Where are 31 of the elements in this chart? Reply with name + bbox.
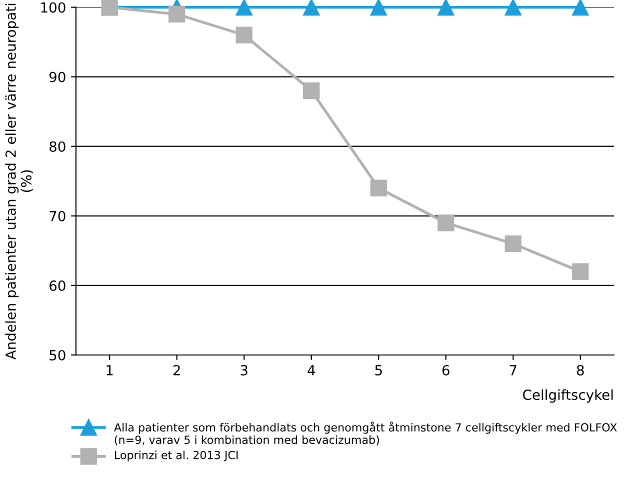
legend-label: Loprinzi et al. 2013 JCI [115,450,238,462]
x-tick-label: 7 [510,365,516,376]
y-axis-title: Andelen patienter utan grad 2 eller värre neuropati (%) [5,4,34,360]
y-tick-label: 70 [50,210,66,222]
point [236,26,252,44]
point [168,6,186,23]
y-tick-label: 60 [50,280,66,291]
x-tick-label: 3 [240,364,248,376]
x-tick-label: 6 [442,364,450,376]
y-tick-label: 100 [41,2,66,13]
x-tick-label: 4 [308,365,315,376]
y-tick-label: 90 [49,72,66,82]
x-axis-title: Cellgiftscykel [523,389,613,403]
point [438,214,454,232]
point [504,235,522,252]
point [303,82,320,100]
x-tick-label: 1 [106,365,113,376]
y-tick-label: 50 [50,350,66,360]
x-tick-label: 8 [576,364,584,376]
point [438,0,454,16]
point [572,0,589,16]
point [303,0,320,16]
point [370,0,387,16]
y-tick-label: 80 [50,141,66,152]
legend-label: Alla patienter som förbehandlats och genomgått åtminstone 7 cellgiftscykler med FOLFOX (n=9, varav 5 i kombination med bevacizumab) [114,422,617,446]
point [370,180,387,196]
x-tick-label: 2 [173,364,180,376]
point [236,0,252,16]
point [504,0,522,16]
x-tick-label: 5 [375,365,382,376]
point [572,263,589,280]
